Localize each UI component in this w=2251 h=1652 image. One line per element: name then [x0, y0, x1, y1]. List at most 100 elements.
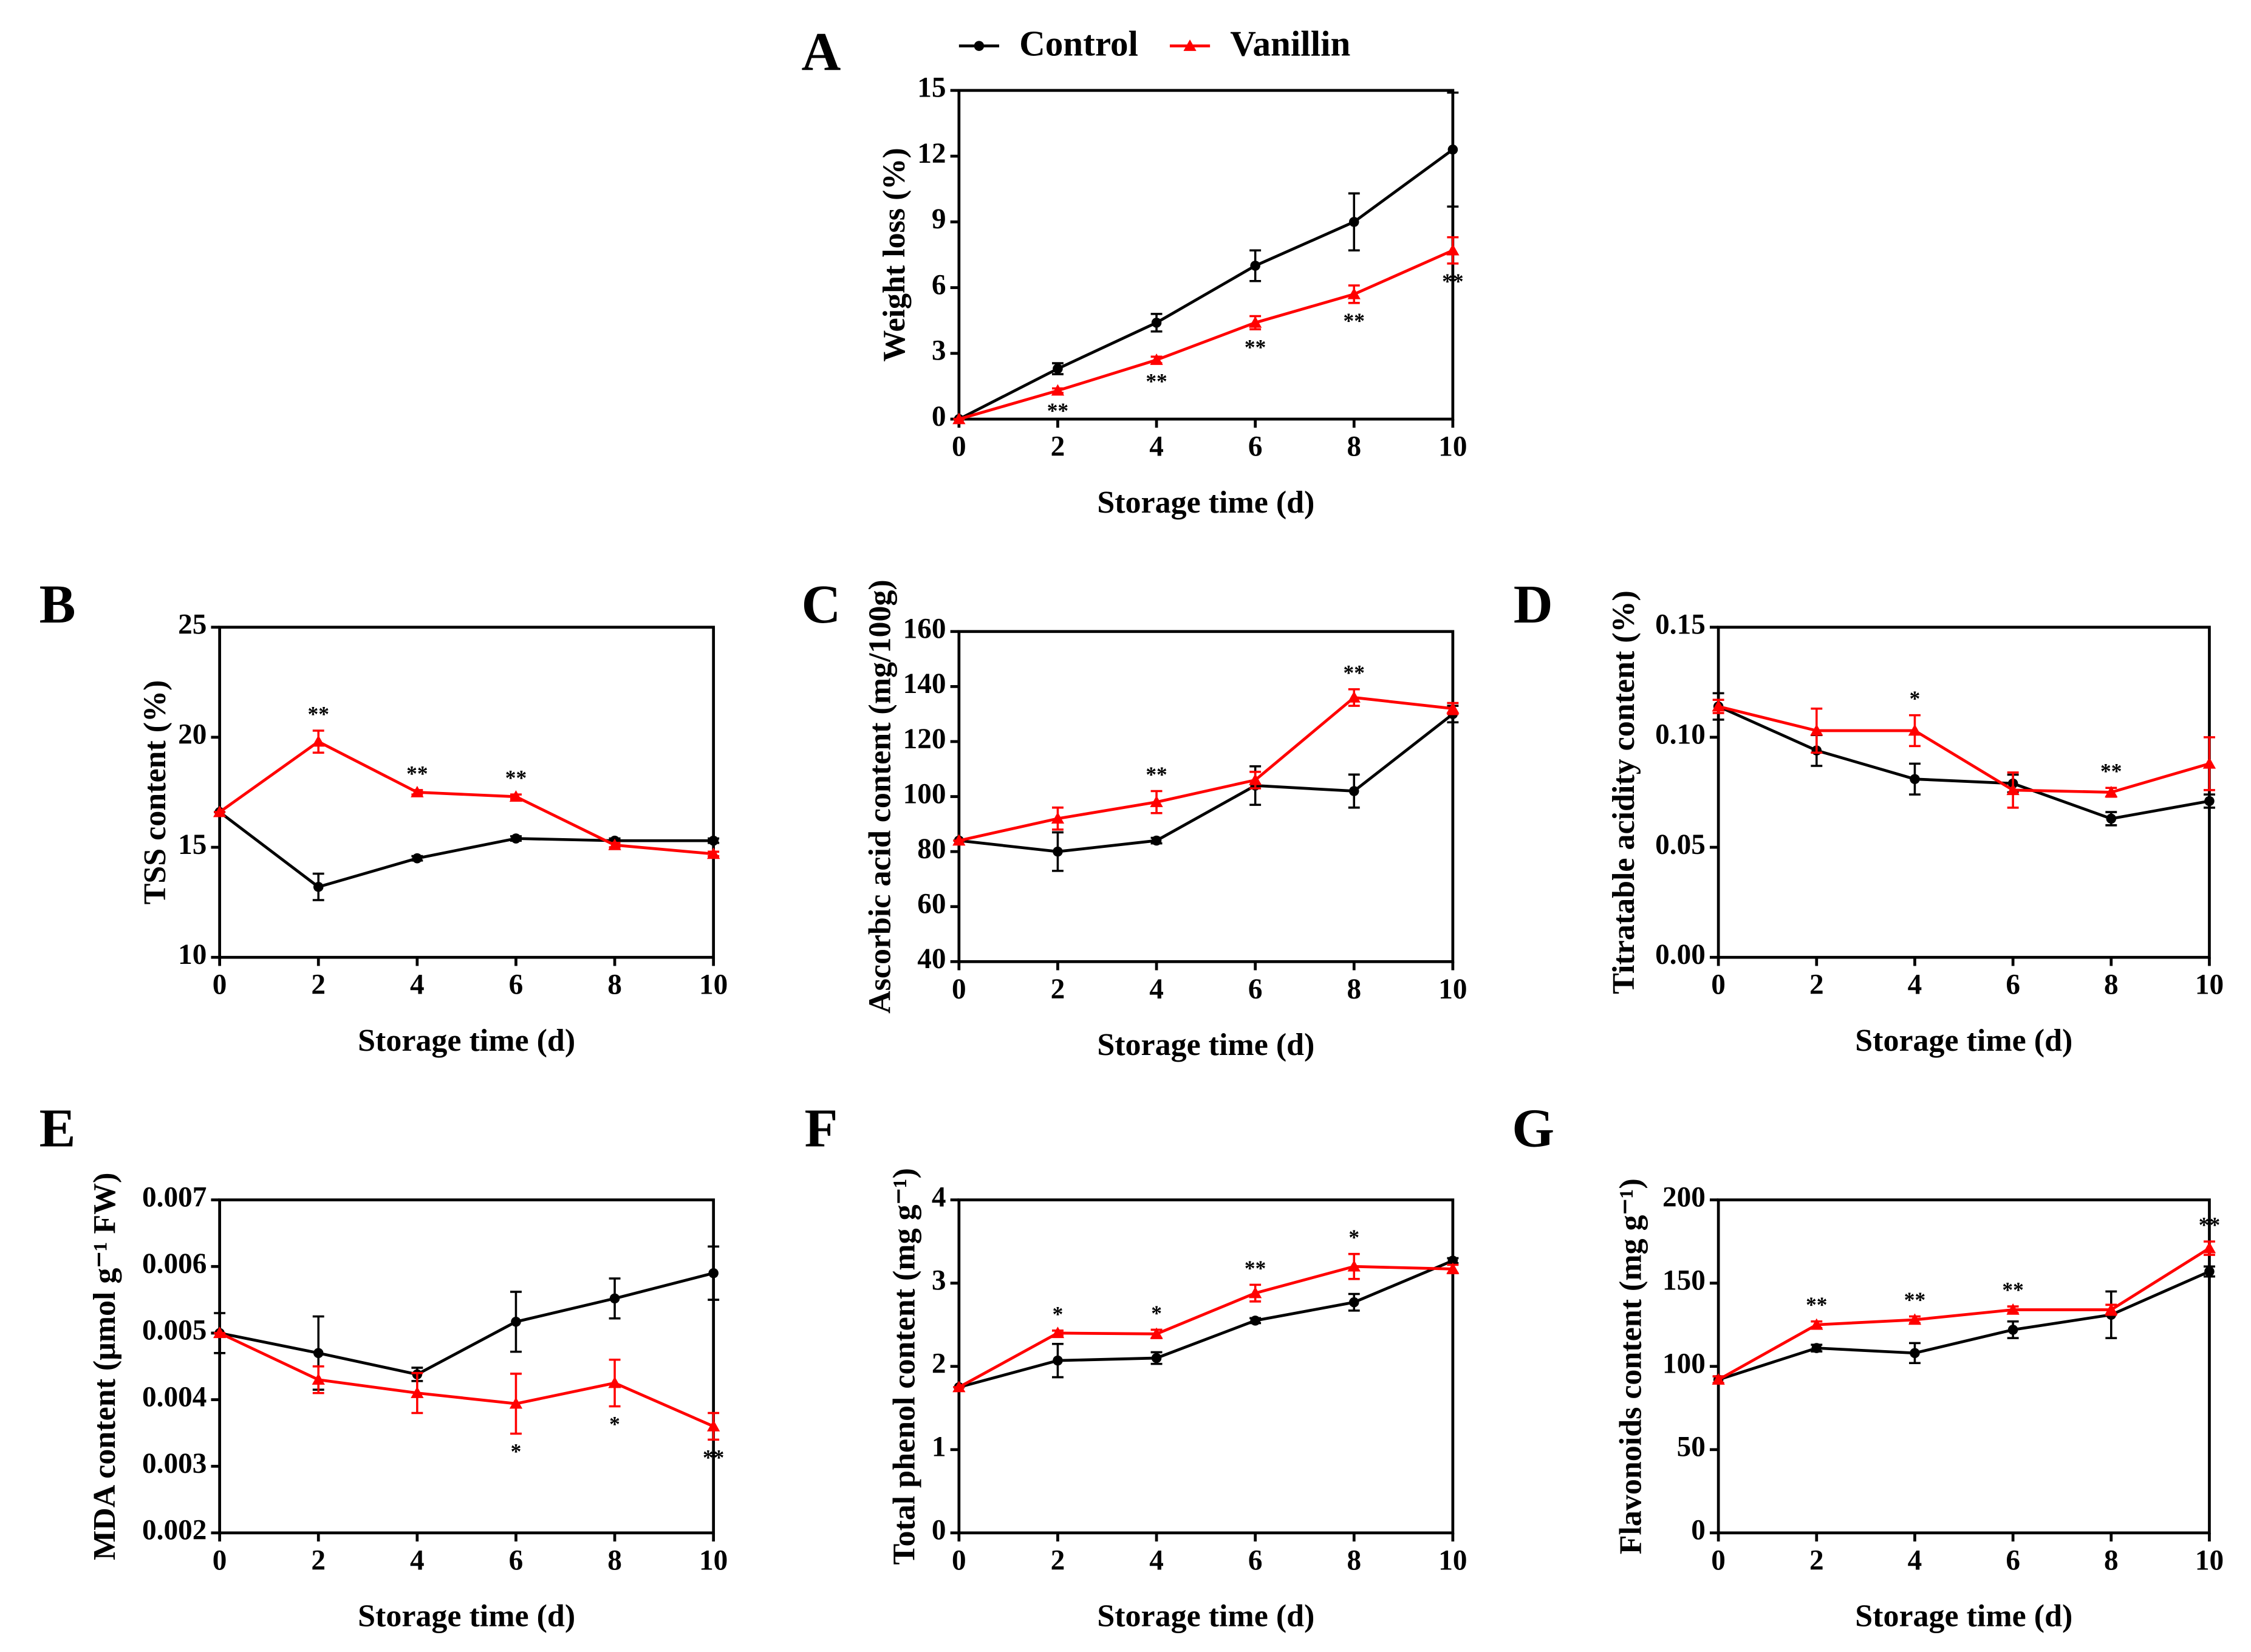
marker [1051, 1326, 1065, 1339]
x-tick-label: 8 [2104, 1544, 2119, 1576]
significance-mark: ** [1344, 660, 1365, 684]
marker [707, 847, 720, 859]
x-tick-label: 2 [311, 969, 326, 1001]
significance-mark: ** [1245, 335, 1266, 359]
y-tick-label: 0.10 [1655, 719, 1706, 751]
marker [2105, 1303, 2118, 1315]
marker [1053, 846, 1063, 857]
y-tick-label: 2 [932, 1348, 946, 1380]
legend-marker [1183, 39, 1197, 51]
x-tick-label: 2 [1809, 1544, 1824, 1576]
x-tick-label: 10 [699, 969, 728, 1001]
marker [1150, 353, 1163, 365]
y-tick-label: 3 [932, 1265, 946, 1297]
y-tick-label: 15 [178, 829, 207, 861]
x-axis-label: Storage time (d) [1097, 1599, 1314, 1634]
y-tick-label: 0.002 [142, 1515, 207, 1546]
series-line [219, 740, 714, 856]
plot-frame [1716, 626, 2211, 959]
panel-label: A [802, 22, 841, 82]
x-tick-label: 6 [509, 969, 524, 1001]
plot-frame [218, 626, 716, 959]
marker [2202, 757, 2216, 769]
y-tick-label: 0.15 [1655, 609, 1706, 641]
x-tick-label: 10 [1438, 974, 1467, 1005]
marker [708, 1268, 719, 1278]
significance-mark: * [1348, 1225, 1359, 1249]
x-tick-label: 10 [2195, 1544, 2224, 1576]
y-axis-label: Total phenol content (mg g⁻¹) [887, 1168, 922, 1565]
marker [509, 790, 523, 802]
series-line [958, 1265, 1453, 1389]
y-tick-label: 60 [917, 889, 946, 920]
panel: B 0 2 4 6 8 10 10 15 20 25 Storage time (d) TSS cont… [39, 575, 728, 1058]
x-tick-label: 2 [1809, 969, 1824, 1001]
marker [213, 1326, 227, 1339]
marker [1349, 1297, 1359, 1308]
y-tick-label: 0.005 [142, 1315, 207, 1347]
series-line [958, 249, 1453, 421]
x-tick-label: 8 [1347, 1544, 1361, 1576]
marker [1712, 1373, 1725, 1385]
marker [1349, 217, 1359, 227]
marker [608, 838, 621, 850]
marker [1347, 287, 1361, 299]
x-tick-label: 0 [1711, 969, 1726, 1001]
y-axis-label: Ascorbic acid content (mg/100g) [863, 579, 898, 1014]
y-axis-label: Titratable acidity content (%) [1607, 590, 1641, 994]
y-tick-label: 9 [932, 203, 946, 235]
marker [2105, 785, 2118, 797]
marker [952, 834, 966, 846]
panel-label: E [39, 1099, 76, 1159]
y-axis-label: Flavonoids content (mg g⁻¹) [1614, 1178, 1648, 1554]
legend-label: Control [1019, 24, 1138, 64]
marker [608, 1376, 621, 1388]
x-axis-label: Storage time (d) [1855, 1599, 2072, 1634]
y-tick-label: 0.05 [1655, 829, 1706, 861]
panel-label: C [802, 575, 841, 635]
marker [1447, 1255, 1458, 1266]
panel-label: G [1512, 1099, 1554, 1159]
marker [1908, 724, 1922, 736]
y-tick-label: 0.003 [142, 1448, 207, 1480]
x-tick-label: 4 [1908, 1544, 1922, 1576]
series-line [958, 1259, 1453, 1389]
marker [609, 1293, 620, 1304]
marker [2202, 1241, 2216, 1254]
legend-marker [974, 41, 985, 51]
significance-mark: * [1910, 686, 1921, 711]
y-tick-label: 160 [903, 613, 946, 645]
marker [2204, 1266, 2215, 1277]
marker [1447, 145, 1458, 155]
x-axis-label: Storage time (d) [358, 1599, 575, 1634]
y-tick-label: 0.00 [1655, 939, 1706, 971]
y-tick-label: 150 [1662, 1265, 1706, 1297]
marker [1446, 244, 1460, 256]
significance-mark: ** [1344, 309, 1365, 333]
x-tick-label: 6 [2006, 1544, 2020, 1576]
significance-mark: ** [308, 702, 329, 726]
y-tick-label: 10 [178, 939, 207, 971]
marker [1250, 1316, 1260, 1326]
marker [2006, 1303, 2020, 1315]
marker [511, 1316, 521, 1327]
marker [2006, 783, 2020, 796]
x-tick-label: 10 [1438, 431, 1467, 463]
significance-mark: * [1151, 1301, 1162, 1325]
plot-frame [957, 630, 1455, 963]
y-tick-label: 20 [178, 719, 207, 751]
y-tick-label: 0.006 [142, 1248, 207, 1280]
x-tick-label: 2 [1051, 1544, 1065, 1576]
significance-mark: ** [1806, 1292, 1827, 1317]
y-tick-label: 12 [917, 138, 946, 169]
marker [1150, 795, 1163, 807]
x-tick-label: 0 [213, 1544, 227, 1576]
marker [1712, 700, 1725, 712]
panel: E 0 2 4 6 8 10 0.002 0.003 0.004 0.005 0.006 0.007 St… [39, 1099, 728, 1634]
series-line [219, 1331, 714, 1428]
plot-frame [218, 1198, 716, 1535]
marker [509, 1397, 523, 1409]
panel: D 0 2 4 6 8 10 0.00 0.05 0.10 0.15 Storage time (d)… [1514, 575, 2224, 1058]
x-axis-label: Storage time (d) [1097, 1028, 1314, 1062]
